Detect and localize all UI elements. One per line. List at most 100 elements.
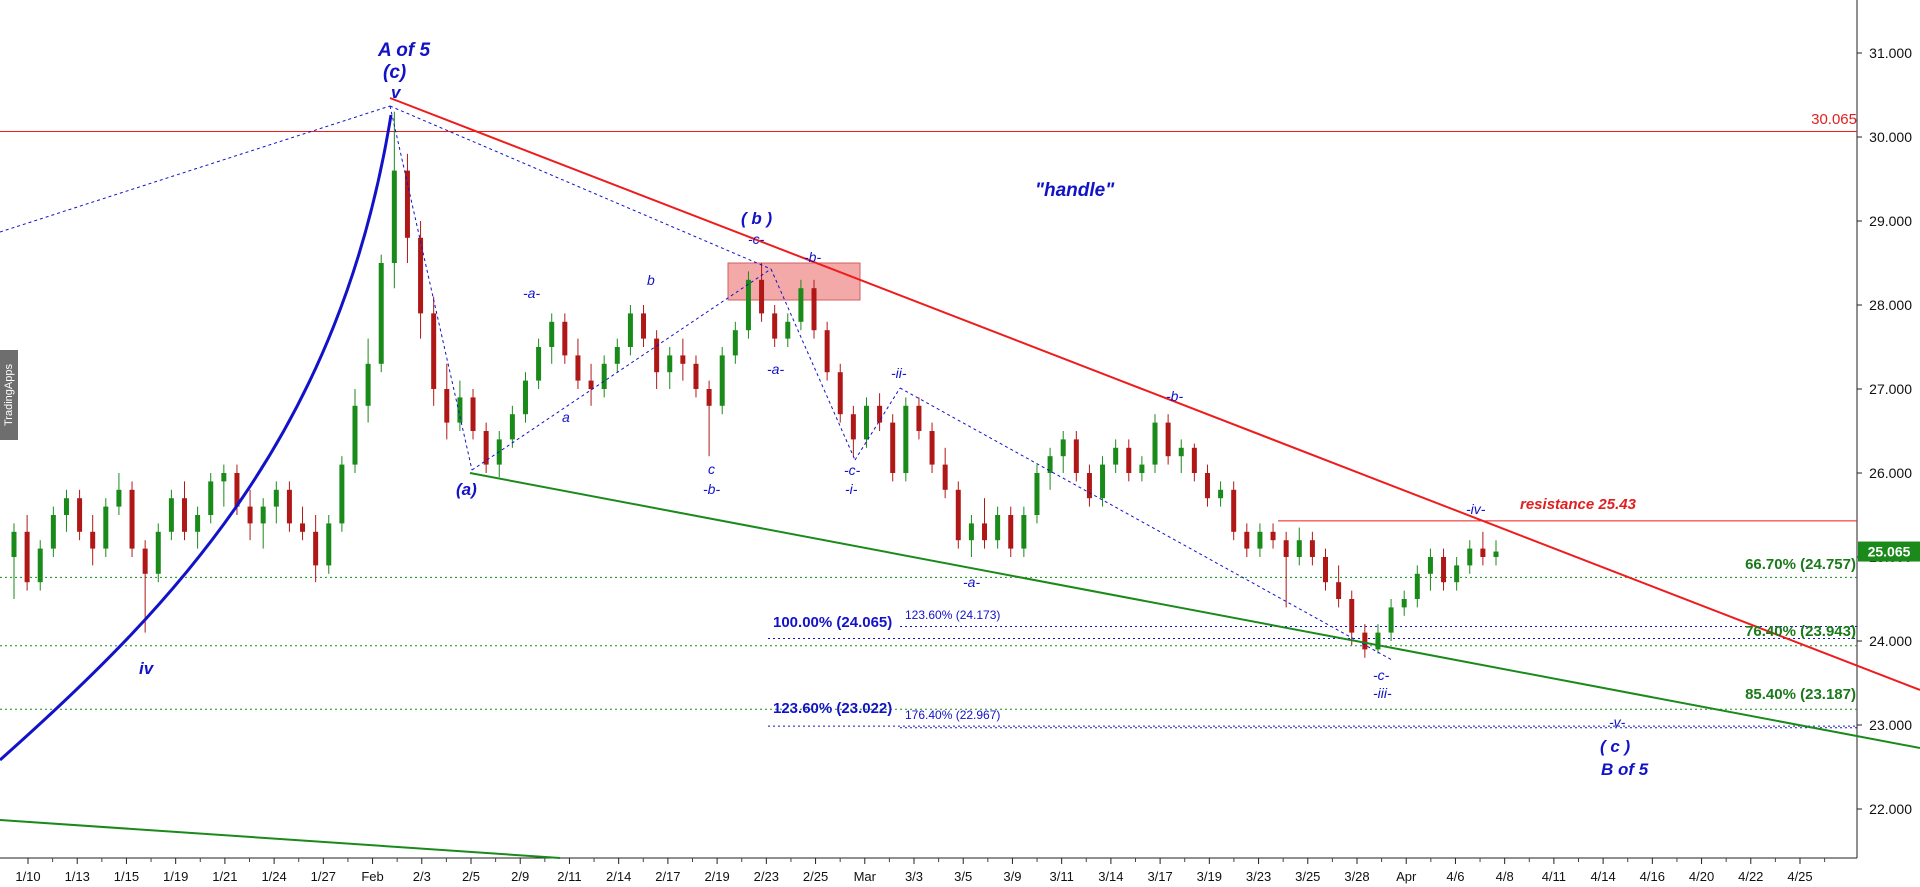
candle — [850, 405, 856, 457]
candle-body — [772, 313, 778, 339]
candle — [1309, 531, 1315, 566]
candle-body — [1178, 447, 1184, 457]
candle — [877, 393, 883, 431]
candle — [1375, 624, 1381, 654]
candle — [1296, 527, 1302, 566]
wave-label-a-of-5: A of 5 — [377, 40, 431, 61]
candle — [313, 515, 319, 583]
candle-body — [850, 414, 856, 440]
candle-body — [903, 405, 909, 473]
candle-body — [562, 321, 568, 356]
candle — [1165, 414, 1171, 465]
candle — [247, 489, 253, 541]
candle — [457, 380, 463, 431]
candle — [326, 515, 332, 574]
candle-body — [667, 355, 673, 373]
candle-body — [103, 506, 109, 549]
candle-body — [1296, 540, 1302, 557]
candle — [942, 447, 948, 499]
candle — [1414, 565, 1420, 608]
parabolic-curve — [0, 114, 393, 762]
x-tick-label: 3/11 — [1049, 869, 1073, 884]
x-tick-label: 4/8 — [1496, 869, 1514, 884]
green-lower-line — [0, 819, 561, 859]
x-tick-label: 3/23 — [1246, 869, 1271, 884]
candle — [1139, 456, 1145, 482]
candle — [863, 397, 869, 448]
candle — [37, 540, 43, 591]
candle — [339, 456, 345, 532]
watermark-text: TradingApps — [3, 364, 15, 426]
x-tick-label: 3/9 — [1003, 869, 1021, 884]
candle-body — [995, 515, 1001, 541]
candle — [680, 338, 686, 381]
candle — [929, 422, 935, 473]
candle — [142, 540, 148, 633]
candle — [1336, 565, 1342, 608]
candle — [1270, 523, 1276, 549]
candle-body — [129, 489, 135, 549]
candle — [1349, 590, 1355, 646]
candle-body — [24, 531, 30, 583]
candle-body — [470, 397, 476, 431]
candle-body — [627, 313, 633, 347]
x-tick-label: 4/6 — [1446, 869, 1464, 884]
x-tick-label: 1/19 — [163, 869, 188, 884]
candle-body — [1349, 599, 1355, 633]
wave-line-iii — [899, 387, 1393, 661]
wave-label-b-paren: ( b ) — [741, 209, 772, 228]
candle-body — [877, 405, 883, 423]
candle-body — [155, 531, 161, 574]
candle-body — [247, 506, 253, 524]
candle-body — [837, 372, 843, 415]
candle-body — [63, 498, 69, 515]
candle — [1388, 599, 1394, 641]
candle-body — [37, 548, 43, 583]
candle-body — [1086, 473, 1092, 499]
y-tick-label: 23.000 — [1869, 717, 1912, 733]
fib-green-2-label: 76.40% (23.943) — [1745, 623, 1856, 640]
candle — [614, 338, 620, 373]
x-tick-label: 2/5 — [462, 869, 480, 884]
x-tick-label: 3/14 — [1098, 869, 1123, 884]
y-tick-label: 22.000 — [1869, 801, 1912, 817]
wave-label-a-paren: (a) — [456, 480, 477, 499]
candle — [352, 389, 358, 473]
candle — [90, 515, 96, 566]
candle — [1427, 548, 1433, 591]
candle — [470, 389, 476, 440]
candle-body — [719, 355, 725, 406]
x-tick-label: 1/10 — [15, 869, 40, 884]
wave-label-i-dash: -i- — [845, 481, 858, 497]
x-tick-label: 2/3 — [413, 869, 431, 884]
candle — [1021, 506, 1027, 557]
candle-body — [1375, 632, 1381, 650]
wave-line-a — [389, 105, 473, 471]
candle — [1467, 540, 1473, 574]
candle — [759, 263, 765, 322]
candle-body — [1047, 456, 1053, 473]
candle-body — [1493, 551, 1499, 557]
wave-line-b — [471, 268, 772, 471]
candle — [129, 481, 135, 557]
candle-body — [1454, 565, 1460, 583]
candle-body — [1283, 540, 1289, 557]
wave-label-a-dash-1: -a- — [523, 285, 540, 301]
candle — [916, 397, 922, 440]
candle — [1480, 531, 1486, 566]
candle — [1008, 506, 1014, 557]
x-tick-label: 1/24 — [261, 869, 286, 884]
candle — [575, 338, 581, 389]
x-tick-label: 2/11 — [557, 869, 581, 884]
candle-body — [168, 498, 174, 532]
candle — [667, 347, 673, 389]
x-tick-label: 4/11 — [1542, 869, 1566, 884]
candle-body — [300, 523, 306, 532]
candle — [11, 523, 17, 599]
y-tick-label: 28.000 — [1869, 297, 1912, 313]
wave-line-left — [0, 105, 391, 233]
candle-body — [1073, 439, 1079, 473]
x-axis-ticks: 1/10 1/13 1/15 1/19 1/21 1/24 1/27 Feb 2/3 2/5 2/9… — [15, 858, 1826, 884]
candle-body — [811, 288, 817, 331]
